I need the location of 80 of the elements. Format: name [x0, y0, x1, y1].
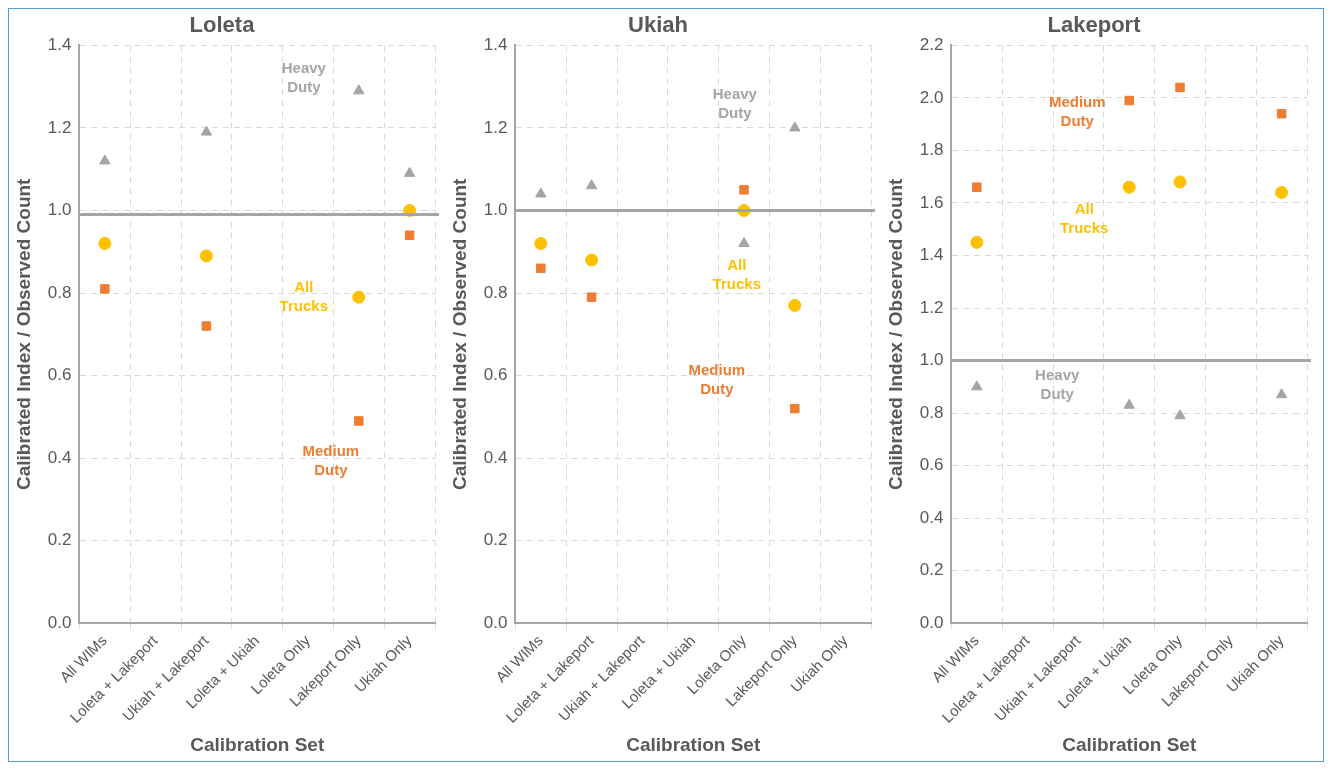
series-label: Medium Duty — [302, 441, 360, 478]
chart-title: Ukiah — [628, 12, 688, 38]
y-tick-label: 0.4 — [483, 447, 508, 467]
point — [1175, 82, 1185, 93]
point — [585, 179, 598, 190]
point — [100, 284, 110, 294]
y-axis-title: Calibrated Index / Observed Count — [448, 177, 470, 491]
x-axis-title: Calibration Set — [1062, 733, 1197, 755]
y-tick-label: 2.2 — [919, 35, 944, 55]
series-label: All Trucks — [279, 277, 328, 314]
point — [1124, 95, 1134, 106]
text: Heavy Duty — [1035, 365, 1080, 402]
point — [585, 253, 599, 267]
y-tick-label: 1.0 — [919, 350, 944, 370]
point — [201, 321, 212, 331]
y-tick-label: 0.8 — [919, 402, 944, 422]
point — [404, 230, 415, 240]
y-tick-label: 1.6 — [919, 192, 944, 212]
text: Heavy Duty — [712, 84, 758, 121]
y-tick-label: 0.2 — [919, 560, 944, 580]
y-tick-label: 0.6 — [919, 455, 944, 475]
y-tick-label: 0.4 — [47, 447, 72, 467]
point — [971, 380, 983, 391]
series-label: Heavy Duty — [281, 59, 327, 96]
point — [1123, 398, 1135, 409]
text: All Trucks — [712, 256, 761, 293]
point — [99, 154, 111, 165]
y-tick-label: 0.2 — [483, 530, 508, 550]
series-label: All Trucks — [1060, 199, 1109, 236]
point — [352, 290, 366, 304]
point — [403, 166, 416, 177]
point — [535, 187, 547, 198]
x-axis-title: Calibration Set — [190, 733, 325, 755]
point — [98, 237, 112, 251]
point — [739, 185, 749, 195]
point — [536, 263, 546, 274]
point — [970, 235, 984, 249]
y-tick-label: 0.6 — [483, 365, 508, 385]
x-axis-title: Calibration Set — [626, 733, 761, 755]
y-tick-label: 0.0 — [483, 612, 508, 632]
y-tick-label: 0.4 — [919, 507, 944, 527]
y-tick-label: 0.8 — [47, 282, 72, 302]
point — [788, 298, 802, 312]
chart-title: Loleta — [189, 12, 256, 38]
point — [199, 249, 213, 263]
y-axis-title: Calibrated Index / Observed Count — [12, 177, 34, 491]
point — [586, 292, 597, 302]
y-tick-label: 1.2 — [47, 117, 72, 137]
point — [534, 237, 548, 251]
point — [972, 182, 982, 192]
y-tick-label: 2.0 — [919, 87, 944, 107]
point — [353, 84, 365, 95]
point — [200, 125, 213, 136]
chart-title: Lakeport — [1047, 12, 1142, 38]
y-axis-title: Calibrated Index / Observed Count — [884, 177, 906, 491]
y-tick-label: 0.0 — [919, 612, 944, 632]
y-tick-label: 1.4 — [47, 35, 72, 55]
y-tick-label: 0.0 — [47, 612, 72, 632]
y-tick-label: 1.0 — [47, 200, 72, 220]
y-tick-label: 0.6 — [47, 365, 72, 385]
point — [790, 403, 800, 414]
point — [1276, 108, 1287, 119]
point — [738, 237, 750, 248]
series-label: Medium Duty — [1048, 93, 1106, 130]
point — [1173, 175, 1187, 189]
point — [1122, 180, 1136, 194]
y-tick-label: 1.4 — [919, 245, 944, 265]
y-tick-label: 1.0 — [483, 200, 508, 220]
point — [354, 416, 364, 426]
point — [1275, 185, 1289, 199]
point — [1275, 388, 1288, 399]
point — [789, 121, 801, 132]
y-tick-label: 1.4 — [483, 35, 508, 55]
point — [1174, 409, 1186, 420]
text: Medium Duty — [688, 361, 746, 398]
y-tick-label: 0.8 — [483, 282, 508, 302]
y-tick-label: 1.2 — [483, 117, 508, 137]
y-tick-label: 1.8 — [919, 140, 944, 160]
y-tick-label: 1.2 — [919, 297, 944, 317]
y-tick-label: 0.2 — [47, 530, 72, 550]
